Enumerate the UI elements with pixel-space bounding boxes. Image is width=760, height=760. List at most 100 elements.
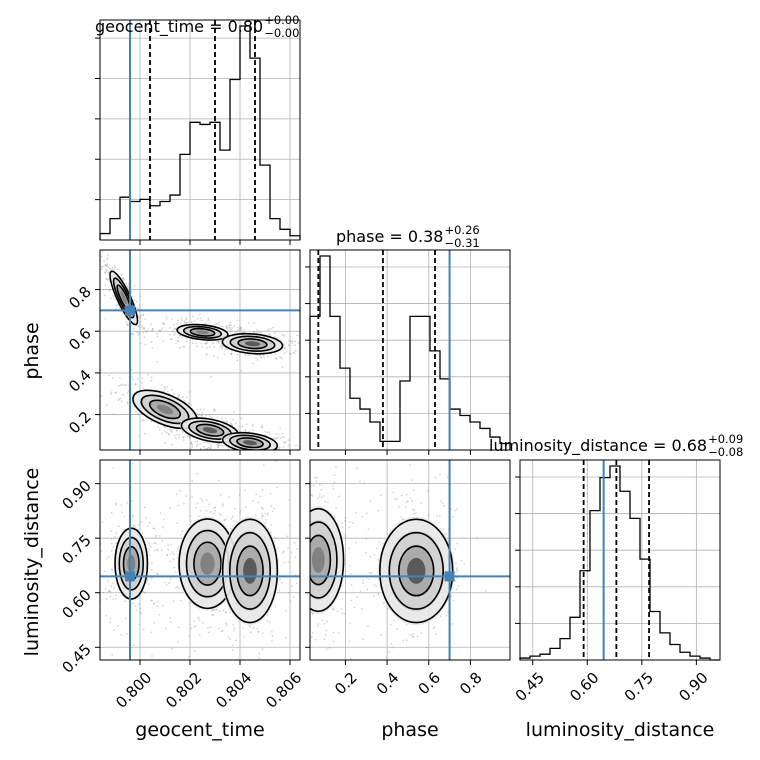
scatter-point: [115, 502, 117, 505]
scatter-point: [115, 391, 117, 394]
scatter-point: [238, 494, 241, 496]
hist-bin-geocent-time: [120, 197, 130, 240]
scatter-point: [213, 346, 216, 348]
scatter-point: [362, 582, 365, 585]
x-tick-label-phase: 0.6: [414, 669, 444, 699]
scatter-point: [189, 436, 192, 439]
hist-bin-geocent-time: [270, 219, 280, 240]
scatter-point: [206, 347, 208, 349]
scatter-point: [137, 331, 140, 334]
hist-bin-phase: [380, 441, 390, 450]
scatter-point: [190, 627, 193, 630]
scatter-point: [257, 664, 259, 666]
scatter-point: [231, 326, 234, 329]
scatter-point: [386, 608, 389, 610]
scatter-point: [130, 368, 133, 371]
scatter-point: [150, 340, 153, 343]
scatter-point: [302, 582, 304, 584]
scatter-point: [305, 624, 307, 626]
scatter-point: [283, 335, 286, 337]
scatter-point: [341, 612, 344, 615]
scatter-point: [121, 277, 124, 280]
scatter-point: [168, 582, 170, 585]
scatter-point: [294, 580, 296, 582]
scatter-point: [142, 313, 145, 316]
scatter-point: [121, 273, 124, 276]
scatter-point: [104, 264, 107, 266]
hist-phase-frame: [309, 249, 511, 451]
scatter-point: [182, 436, 185, 439]
scatter-point: [365, 512, 368, 515]
scatter-point: [175, 493, 178, 496]
scatter-point: [185, 340, 188, 343]
scatter-point: [135, 383, 137, 386]
scatter-point: [107, 278, 109, 281]
scatter-point: [138, 332, 141, 335]
scatter-point: [177, 545, 180, 548]
scatter-point: [120, 633, 123, 636]
scatter-point: [301, 351, 303, 353]
scatter-point: [405, 505, 408, 508]
scatter-point: [375, 585, 377, 588]
scatter-point: [375, 547, 378, 550]
scatter-point: [364, 551, 367, 554]
scatter-point: [97, 551, 99, 553]
y-tick-label-luminosity-distance: 0.60: [58, 586, 94, 622]
scatter-point: [93, 592, 95, 594]
scatter-point: [237, 326, 240, 329]
contour-line: [189, 327, 216, 337]
scatter-point: [178, 587, 180, 590]
scatter-point: [150, 420, 153, 423]
scatter-point: [162, 390, 165, 392]
scatter-point: [217, 340, 220, 343]
scatter-point: [145, 517, 147, 519]
scatter-point: [369, 555, 372, 558]
scatter-point: [354, 512, 357, 514]
scatter-point: [155, 534, 158, 537]
scatter-point: [230, 352, 233, 355]
scatter-point: [450, 595, 453, 598]
scatter-point: [170, 429, 172, 432]
scatter-point: [137, 325, 140, 328]
scatter-point: [439, 615, 442, 618]
scatter-point: [170, 443, 173, 446]
scatter-point: [126, 501, 129, 504]
scatter-point: [190, 441, 193, 444]
scatter-point: [389, 623, 392, 626]
scatter-point: [161, 322, 164, 324]
scatter-point: [229, 330, 232, 333]
scatter-point: [214, 509, 217, 512]
scatter-point: [98, 545, 100, 547]
scatter-point: [281, 451, 283, 453]
scatter-point: [185, 322, 188, 325]
scatter-point: [141, 532, 144, 534]
scatter-point: [106, 263, 108, 265]
scatter-point: [117, 399, 120, 402]
scatter-point: [215, 322, 217, 325]
scatter-point: [201, 414, 203, 416]
scatter-point: [288, 445, 291, 448]
scatter-point: [286, 535, 289, 538]
scatter-point: [176, 340, 179, 343]
scatter-point: [201, 414, 203, 417]
hist-bin-geocent-time: [180, 154, 190, 240]
scatter-point: [190, 443, 193, 445]
scatter-point: [223, 420, 225, 423]
scatter-point: [290, 562, 292, 564]
scatter-point: [289, 353, 291, 356]
scatter-point: [282, 441, 285, 444]
scatter-point: [185, 318, 188, 321]
scatter-point: [442, 528, 445, 531]
scatter-point: [249, 626, 252, 628]
scatter-point: [139, 295, 142, 298]
scatter-point: [105, 557, 108, 560]
scatter-point: [306, 501, 308, 503]
hist-bin-luminosity-distance: [550, 648, 560, 660]
scatter-point: [181, 336, 184, 339]
scatter-point: [314, 476, 316, 479]
scatter-point: [110, 538, 113, 540]
scatter-point: [311, 612, 314, 615]
scatter-point: [241, 627, 244, 629]
scatter-point: [408, 464, 411, 466]
scatter-point: [102, 591, 105, 594]
